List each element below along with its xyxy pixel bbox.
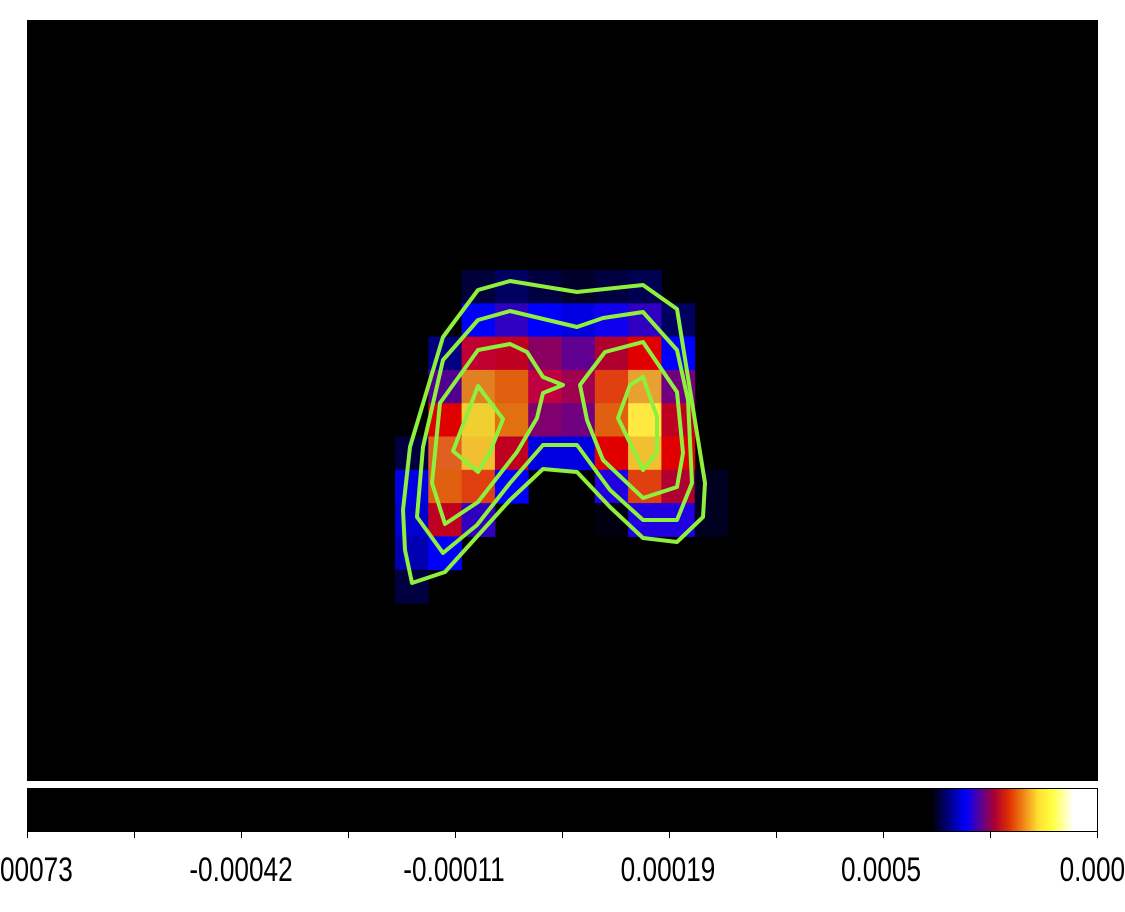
image-pixel [694, 469, 729, 504]
image-frame [27, 20, 1098, 781]
contour-line [430, 342, 565, 526]
contour-line [415, 309, 694, 555]
image-pixel [494, 303, 529, 338]
colorbar-tick [1097, 831, 1098, 838]
colorbar-tick [883, 831, 884, 838]
colorbar-tick [134, 831, 135, 838]
contour-line [451, 384, 505, 474]
image-pixel [594, 369, 629, 404]
image-pixel [395, 469, 429, 504]
image-pixel [561, 336, 596, 371]
colorbar-tick [990, 831, 991, 838]
image-pixel [594, 336, 629, 371]
image-pixel [395, 503, 429, 537]
image-pixel [494, 369, 529, 404]
colorbar-tick [669, 831, 670, 838]
colorbar [27, 788, 1098, 832]
tick-label-3: 0.00019 [620, 851, 716, 889]
contour-line [616, 375, 659, 472]
heatmap-image [395, 270, 729, 604]
image-pixel [561, 270, 596, 304]
colorbar-tick [562, 831, 563, 838]
tick-label-0: 00073 [0, 851, 73, 889]
tick-label-1: -0.00042 [189, 851, 293, 889]
tick-label-5: 0.000 [1059, 851, 1125, 889]
tick-label-4: 0.0005 [840, 851, 922, 889]
image-pixel [628, 303, 662, 338]
tick-label-2: -0.00011 [403, 851, 505, 889]
image-pixel [494, 270, 529, 304]
colorbar-tick [776, 831, 777, 838]
image-pixel [561, 303, 596, 338]
colorbar-tick [455, 831, 456, 838]
colorbar-tick [27, 831, 28, 838]
contour-line [401, 279, 707, 585]
contour-line [578, 340, 685, 500]
image-pixel [494, 336, 529, 371]
image-pixel [528, 403, 562, 437]
colorbar-tick [241, 831, 242, 838]
image-pixel [428, 403, 463, 437]
colorbar-tick [348, 831, 349, 838]
image-pixel [395, 536, 429, 571]
